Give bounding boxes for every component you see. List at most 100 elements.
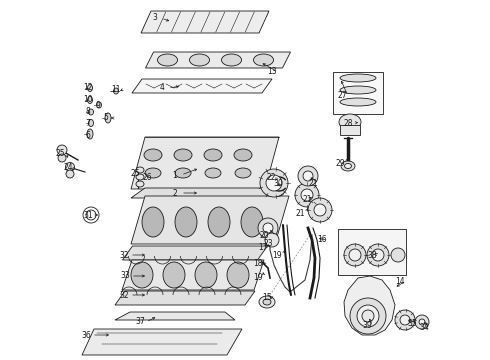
Text: 35: 35 [407,319,417,328]
Ellipse shape [372,249,384,261]
Text: 25: 25 [130,170,140,179]
Ellipse shape [340,74,376,82]
Ellipse shape [362,310,374,322]
Ellipse shape [144,149,162,161]
Text: 23: 23 [263,239,273,248]
Text: 11: 11 [111,85,121,94]
Ellipse shape [344,244,366,266]
Ellipse shape [349,249,361,261]
Ellipse shape [190,54,210,66]
Text: 12: 12 [83,84,93,93]
Text: 21: 21 [308,179,318,188]
Text: 28: 28 [343,118,353,127]
Ellipse shape [131,262,153,288]
Polygon shape [132,79,272,93]
Ellipse shape [88,85,93,91]
Ellipse shape [265,233,279,247]
Ellipse shape [415,315,429,329]
Text: 18: 18 [253,258,263,267]
Text: 19: 19 [272,251,282,260]
Text: 16: 16 [317,235,327,244]
Bar [340,125,360,135]
Text: 38: 38 [367,251,377,260]
Ellipse shape [105,113,111,123]
Ellipse shape [341,161,355,171]
Ellipse shape [235,168,251,178]
Ellipse shape [175,207,197,237]
Text: 32: 32 [119,251,129,260]
Ellipse shape [87,129,93,139]
Text: 37: 37 [135,318,145,327]
Text: 34: 34 [419,324,429,333]
Text: 5: 5 [103,113,108,122]
Text: 6: 6 [86,131,91,140]
Ellipse shape [57,145,67,155]
Ellipse shape [263,299,271,305]
Ellipse shape [241,207,263,237]
Ellipse shape [234,149,252,161]
Text: 39: 39 [362,321,372,330]
Ellipse shape [204,149,222,161]
Ellipse shape [136,181,144,187]
Text: 13: 13 [267,68,277,77]
Text: 3: 3 [152,13,157,22]
Polygon shape [115,312,235,320]
Text: 22: 22 [266,174,276,183]
Ellipse shape [274,188,284,196]
Ellipse shape [340,98,376,106]
Ellipse shape [58,154,66,162]
Polygon shape [82,329,242,355]
Text: 8: 8 [86,108,90,117]
Ellipse shape [205,168,221,178]
Ellipse shape [350,298,386,334]
Ellipse shape [174,149,192,161]
Ellipse shape [400,315,410,325]
Ellipse shape [114,88,119,94]
Ellipse shape [66,162,74,171]
Ellipse shape [259,296,275,308]
Text: 31: 31 [83,211,93,220]
Text: 26: 26 [142,174,152,183]
Polygon shape [122,246,268,260]
Text: 29: 29 [335,158,345,167]
Ellipse shape [89,120,94,126]
Ellipse shape [195,262,217,288]
Ellipse shape [303,171,313,181]
Ellipse shape [208,207,230,237]
Ellipse shape [367,244,389,266]
Polygon shape [131,196,289,244]
Text: 25: 25 [55,148,65,158]
Polygon shape [344,276,395,335]
Ellipse shape [260,169,288,197]
Ellipse shape [136,174,144,180]
Ellipse shape [263,223,273,233]
Ellipse shape [340,86,376,94]
Text: 17: 17 [258,243,268,252]
Ellipse shape [339,114,361,130]
Text: 10: 10 [83,95,93,104]
Ellipse shape [395,310,415,330]
Ellipse shape [391,248,405,262]
Ellipse shape [253,54,273,66]
Ellipse shape [227,262,249,288]
Ellipse shape [89,109,94,115]
Ellipse shape [142,207,164,237]
Text: 33: 33 [120,271,130,280]
Polygon shape [115,291,255,305]
Text: 21: 21 [295,208,305,217]
Ellipse shape [295,183,319,207]
Text: 30: 30 [273,180,283,189]
Text: 24: 24 [63,163,73,172]
Polygon shape [131,137,279,189]
Bar [333,72,383,114]
Ellipse shape [97,102,101,108]
Bar [338,229,406,275]
Polygon shape [141,11,269,33]
Ellipse shape [88,96,93,104]
Text: 9: 9 [96,100,100,109]
Text: 21: 21 [302,195,312,204]
Ellipse shape [308,198,332,222]
Ellipse shape [136,167,144,173]
Ellipse shape [266,175,282,191]
Text: 32: 32 [119,291,129,300]
